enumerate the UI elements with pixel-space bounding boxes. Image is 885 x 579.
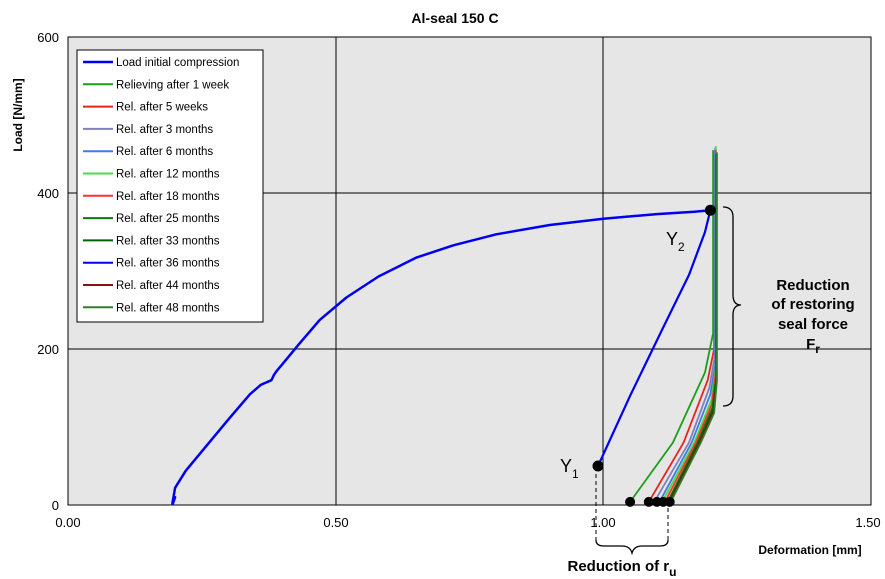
x-tick-label: 0.00 [55, 515, 80, 530]
bracket-text-line3: seal force [778, 316, 848, 333]
series-group [171, 146, 718, 506]
legend-label: Rel. after 44 months [116, 280, 220, 292]
y-tick-labels: 0 200 400 600 [37, 30, 59, 513]
x-tick-label: 0.50 [323, 515, 348, 530]
data-marker [625, 496, 636, 507]
bracket-text-line4: Fr [806, 336, 820, 356]
legend-items: Load initial compression Relieving after … [83, 57, 239, 314]
chart-title: Al-seal 150 C [411, 10, 498, 26]
legend: Load initial compression Relieving after … [76, 49, 264, 323]
legend-label: Rel. after 25 months [116, 213, 220, 225]
y-tick-label: 0 [52, 498, 59, 513]
series-line-11 [669, 152, 718, 503]
legend-label: Rel. after 36 months [116, 258, 220, 270]
ru-bracket [595, 539, 669, 556]
legend-label: Relieving after 1 week [116, 79, 229, 91]
legend-label: Rel. after 12 months [116, 169, 220, 181]
legend-box [76, 49, 264, 323]
x-tick-label: 1.50 [855, 515, 880, 530]
y-tick-label: 400 [37, 186, 59, 201]
y-tick-label: 600 [37, 30, 59, 45]
data-marker [664, 496, 675, 507]
y2-label: Y2 [666, 229, 685, 254]
x-axis-title: Deformation [mm] [758, 543, 861, 557]
ru-text: Reduction of ru [567, 558, 676, 579]
x-tick-label: 1.00 [590, 515, 615, 530]
y-axis-title: Load [N/mm] [11, 78, 25, 151]
series-line-1 [629, 150, 714, 503]
legend-label: Rel. after 5 weeks [116, 102, 208, 114]
force-bracket [722, 206, 742, 407]
bracket-text-line1: Reduction [776, 277, 849, 294]
legend-label: Rel. after 6 months [116, 146, 213, 158]
y-tick-label: 200 [37, 342, 59, 357]
legend-label: Rel. after 33 months [116, 235, 220, 247]
data-marker [592, 460, 604, 472]
legend-label: Load initial compression [116, 57, 239, 69]
legend-label: Rel. after 3 months [116, 124, 213, 136]
marker-group [592, 204, 716, 507]
x-tick-labels: 0.00 0.50 1.00 1.50 [55, 515, 880, 530]
y1-label: Y1 [560, 456, 579, 481]
legend-label: Rel. after 48 months [116, 302, 220, 314]
legend-label: Rel. after 18 months [116, 191, 220, 203]
data-marker [643, 496, 654, 507]
bracket-text-line2: of restoring [771, 296, 854, 313]
series-line-0 [171, 208, 711, 506]
series-line-9 [596, 209, 712, 467]
data-marker [704, 204, 716, 216]
